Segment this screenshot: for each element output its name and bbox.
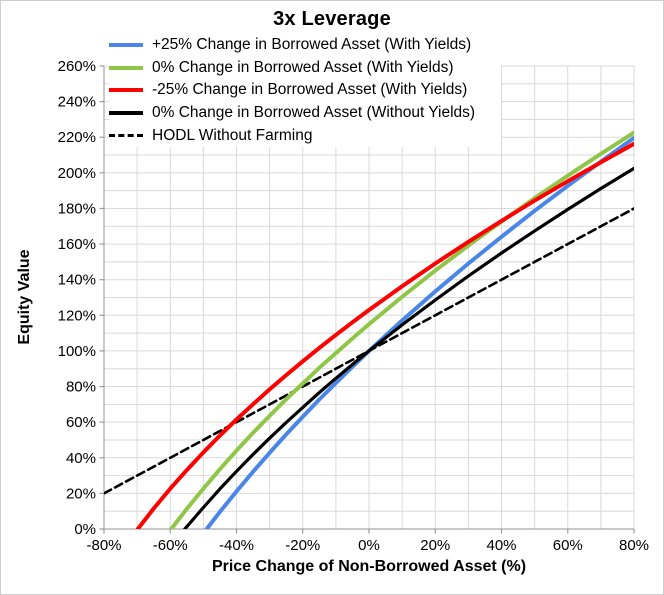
legend-label: 0% Change in Borrowed Asset (Without Yie… — [152, 104, 476, 122]
series-swatch-blue — [109, 43, 143, 48]
y-tick-label: 100% — [58, 343, 96, 360]
x-tick-label: 0% — [358, 537, 380, 554]
y-tick-label: 220% — [58, 129, 96, 146]
legend: +25% Change in Borrowed Asset (With Yiel… — [109, 34, 501, 147]
legend-item: HODL Without Farming — [109, 124, 501, 147]
x-tick-label: -80% — [86, 537, 121, 554]
series-line-0 — [204, 135, 634, 529]
legend-label: -25% Change in Borrowed Asset (With Yiel… — [152, 81, 468, 99]
legend-item: 0% Change in Borrowed Asset (Without Yie… — [109, 102, 501, 125]
legend-label: 0% Change in Borrowed Asset (With Yields… — [152, 58, 454, 76]
x-tick-label: 60% — [553, 537, 583, 554]
y-tick-label: 0% — [74, 521, 96, 538]
y-tick-label: 40% — [66, 450, 96, 467]
x-tick-label: 40% — [486, 537, 516, 554]
y-tick-label: 240% — [58, 94, 96, 111]
y-tick-label: 20% — [66, 485, 96, 502]
series-swatch-black — [109, 111, 143, 116]
y-tick-label: 120% — [58, 307, 96, 324]
series-lines — [104, 130, 634, 529]
legend-label: +25% Change in Borrowed Asset (With Yiel… — [152, 36, 472, 54]
y-tick-label: 260% — [58, 58, 96, 75]
x-axis-title: Price Change of Non-Borrowed Asset (%) — [211, 558, 527, 575]
series-swatch-red — [109, 88, 143, 93]
series-line-3 — [183, 166, 634, 529]
x-tick-label: 20% — [420, 537, 450, 554]
series-swatch-hodl-dashed — [109, 134, 143, 138]
y-axis-title: Equity Value — [16, 249, 33, 345]
x-tick-label: -60% — [153, 537, 188, 554]
legend-item: -25% Change in Borrowed Asset (With Yiel… — [109, 79, 501, 102]
legend-item: +25% Change in Borrowed Asset (With Yiel… — [109, 34, 501, 57]
y-tick-label: 140% — [58, 272, 96, 289]
legend-item: 0% Change in Borrowed Asset (With Yields… — [109, 57, 501, 80]
tick-labels: 0% 20% 40% 60% 80% 100% 120% 140% 160% 180% 200% 22… — [58, 58, 649, 554]
tick-marks — [99, 65, 635, 534]
series-line-2 — [135, 141, 634, 529]
y-tick-label: 160% — [58, 236, 96, 253]
y-tick-label: 60% — [66, 414, 96, 431]
y-tick-label: 180% — [58, 200, 96, 217]
x-tick-label: -20% — [285, 537, 320, 554]
series-swatch-green — [109, 65, 143, 70]
y-tick-label: 80% — [66, 379, 96, 396]
legend-label: HODL Without Farming — [152, 126, 313, 144]
x-tick-label: 80% — [619, 537, 649, 554]
y-tick-label: 200% — [58, 165, 96, 182]
x-tick-label: -40% — [219, 537, 254, 554]
chart-title: 3x Leverage — [273, 8, 391, 30]
